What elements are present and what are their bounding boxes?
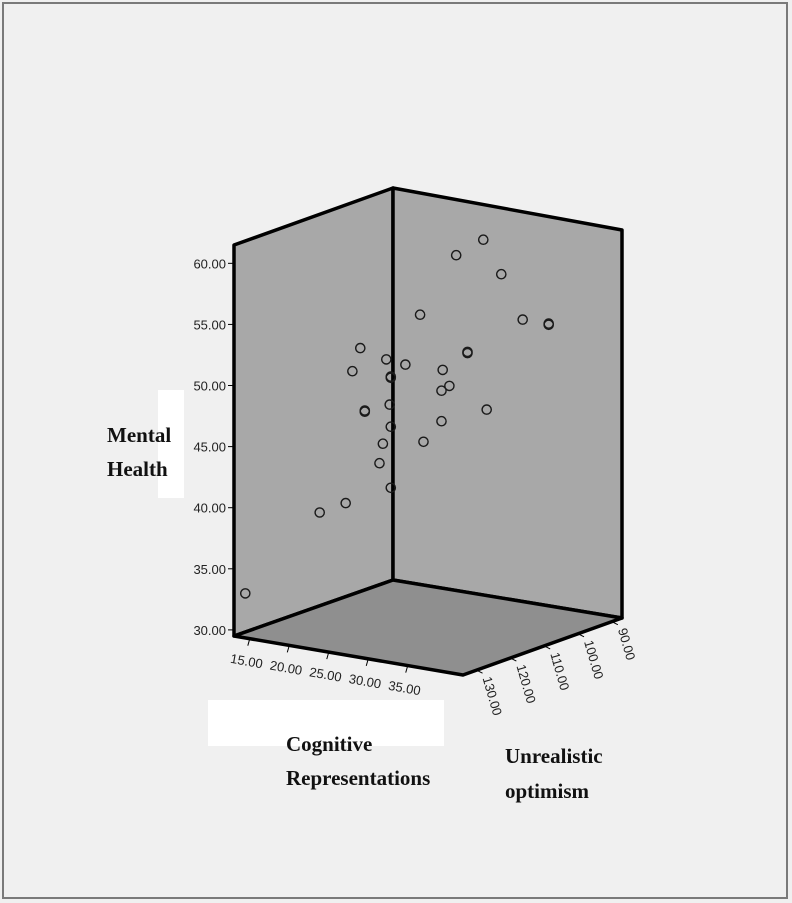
y-tick-mark	[476, 669, 483, 674]
data-point	[239, 588, 251, 599]
y-tick-label: 130.00	[480, 675, 505, 717]
data-point	[374, 457, 385, 469]
x-axis-label-line1: Cognitive	[286, 732, 372, 756]
x-tick-mark	[405, 665, 409, 673]
data-point	[450, 249, 462, 261]
y-tick-label: 110.00	[547, 651, 572, 692]
z-tick-label: 40.00	[193, 501, 226, 516]
y-axis-label-line1: Unrealistic	[505, 744, 603, 768]
data-point	[418, 436, 429, 448]
z-axis-label-line2: Health	[107, 457, 168, 481]
data-point	[436, 415, 447, 427]
z-tick-label: 30.00	[193, 623, 226, 638]
y-tick-label: 100.00	[581, 638, 606, 680]
y-tick-label: 90.00	[615, 626, 638, 661]
data-point	[437, 364, 449, 376]
data-point	[436, 385, 447, 397]
x-tick-label: 15.00	[229, 651, 264, 671]
z-tick-label: 45.00	[193, 440, 226, 455]
x-tick-mark	[326, 652, 330, 660]
z-tick-label: 60.00	[193, 256, 226, 271]
label-backdrop-x	[208, 700, 444, 746]
x-tick-label: 35.00	[387, 678, 422, 698]
z-tick-label: 55.00	[193, 317, 226, 332]
data-point	[377, 438, 389, 450]
x-tick-mark	[247, 638, 251, 646]
data-point	[354, 342, 366, 354]
data-point	[517, 314, 529, 325]
x-tick-label: 25.00	[308, 664, 343, 684]
label-backdrop-z	[158, 390, 184, 498]
y-tick-mark	[510, 657, 517, 662]
data-point	[444, 380, 455, 392]
data-point	[481, 404, 493, 415]
z-axis-label-line1: Mental	[107, 423, 171, 447]
data-point	[477, 234, 489, 245]
data-point	[384, 399, 396, 410]
x-tick-mark	[286, 645, 290, 653]
data-point	[495, 268, 507, 280]
data-point	[400, 359, 411, 370]
y-tick-label: 120.00	[513, 663, 538, 705]
back-wall	[391, 186, 624, 620]
y-tick-mark	[577, 633, 585, 638]
y-axis-label-line2: optimism	[505, 779, 590, 803]
x-axis-label-line2: Representations	[286, 766, 430, 790]
z-tick-label: 50.00	[193, 379, 226, 394]
x-tick-label: 30.00	[348, 671, 383, 691]
data-point	[462, 346, 473, 358]
y-tick-mark	[543, 645, 551, 650]
x-tick-label: 20.00	[269, 658, 304, 678]
data-point	[543, 318, 555, 329]
data-point	[385, 371, 397, 382]
data-point	[347, 365, 358, 377]
y-tick-mark	[611, 621, 619, 626]
data-point	[314, 507, 326, 518]
data-point	[385, 421, 397, 433]
data-points	[239, 234, 555, 599]
x-tick-mark	[365, 658, 369, 666]
floor	[232, 578, 624, 677]
z-tick-label: 35.00	[193, 562, 226, 577]
data-point	[380, 354, 392, 365]
data-point	[385, 482, 397, 494]
data-point	[359, 405, 371, 416]
data-point	[340, 497, 352, 509]
data-point	[414, 309, 426, 321]
